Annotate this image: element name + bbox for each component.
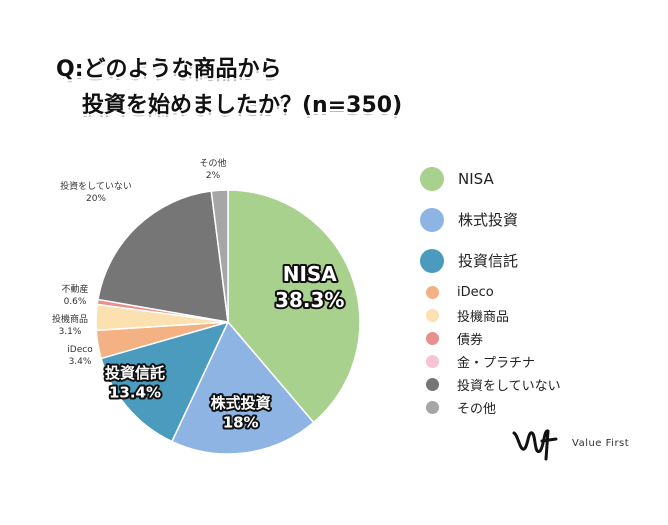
slice-label-7: その他 2% <box>199 157 226 181</box>
legend-swatch <box>420 166 444 191</box>
legend-label: 金・プラチナ <box>457 356 536 371</box>
legend-label: その他 <box>457 402 497 417</box>
pie-slice-2 <box>100 320 230 443</box>
chart-title: Q:どのような商品から 投資を始めましたか？(n=350) <box>56 52 402 124</box>
legend-item: その他 <box>420 396 660 419</box>
legend-label: NISA <box>458 169 494 188</box>
brand-logo-text: Value First <box>572 437 630 449</box>
legend-item: 投資信託 <box>420 240 660 281</box>
slice-label-value: 18% <box>223 413 259 431</box>
title-line-1: Q:どのような商品から <box>56 57 282 82</box>
slice-label-value: 13.4% <box>109 383 161 401</box>
legend-swatch <box>426 309 439 322</box>
legend-item: 債券 <box>420 327 660 350</box>
slice-label-value: 2% <box>206 171 221 181</box>
title-line-2: 投資を始めましたか？(n=350) <box>82 93 403 118</box>
legend-item: NISA <box>420 158 660 199</box>
chart-legend: NISA 株式投資投資信託 iDeco 投機商品債券金・プラチナ投資をしていない その他 <box>420 158 660 419</box>
legend-item: 株式投資 <box>420 199 660 240</box>
pie-slice-6 <box>97 190 229 323</box>
slice-label-name: NISA <box>283 262 338 286</box>
legend-swatch <box>426 286 439 299</box>
slice-label-3: iDeco 3.4% <box>67 345 93 367</box>
slice-label-value: 38.3% <box>275 288 344 312</box>
legend-label: 投資をしていない <box>457 379 561 394</box>
legend-label: 投機商品 <box>457 310 510 325</box>
slice-label-5: 不動産 0.6% <box>61 283 88 307</box>
slice-label-value: 3.1% <box>59 327 82 337</box>
slice-label-name: 不動産 <box>61 283 88 295</box>
slice-label-name: 投機商品 <box>52 313 88 325</box>
slice-label-value: 3.4% <box>69 357 92 367</box>
legend-swatch <box>420 207 444 232</box>
brand-logo: Value First <box>512 425 629 461</box>
legend-item: 投資をしていない <box>420 373 660 396</box>
slice-label-4: 投機商品 3.1% <box>52 313 88 337</box>
legend-label: 債券 <box>457 333 484 348</box>
slice-label-value: 0.6% <box>64 297 87 307</box>
slice-label-name: 投資をしていない <box>60 180 132 192</box>
slice-label-name: 株式投資 <box>211 394 271 412</box>
pie-slice-0 <box>227 189 361 424</box>
brand-logo-mark <box>512 429 558 461</box>
legend-item: 金・プラチナ <box>420 350 660 373</box>
legend-swatch <box>426 378 439 391</box>
slice-label-name: 投資信託 <box>105 364 165 382</box>
slice-label-6: 投資をしていない 20% <box>60 180 132 204</box>
legend-label: 株式投資 <box>458 211 519 229</box>
slice-label-value: 20% <box>86 194 106 204</box>
slice-label-name: iDeco <box>67 345 93 355</box>
legend-label: 投資信託 <box>458 252 519 270</box>
legend-swatch <box>426 332 439 345</box>
pie-slice-7 <box>210 189 229 323</box>
pie-slice-1 <box>170 320 315 455</box>
slice-label-name: その他 <box>199 157 226 169</box>
legend-swatch <box>426 355 439 368</box>
legend-swatch <box>420 248 444 273</box>
legend-item: iDeco <box>420 281 660 304</box>
legend-swatch <box>426 401 439 414</box>
legend-label: iDeco <box>457 285 494 300</box>
legend-item: 投機商品 <box>420 304 660 327</box>
